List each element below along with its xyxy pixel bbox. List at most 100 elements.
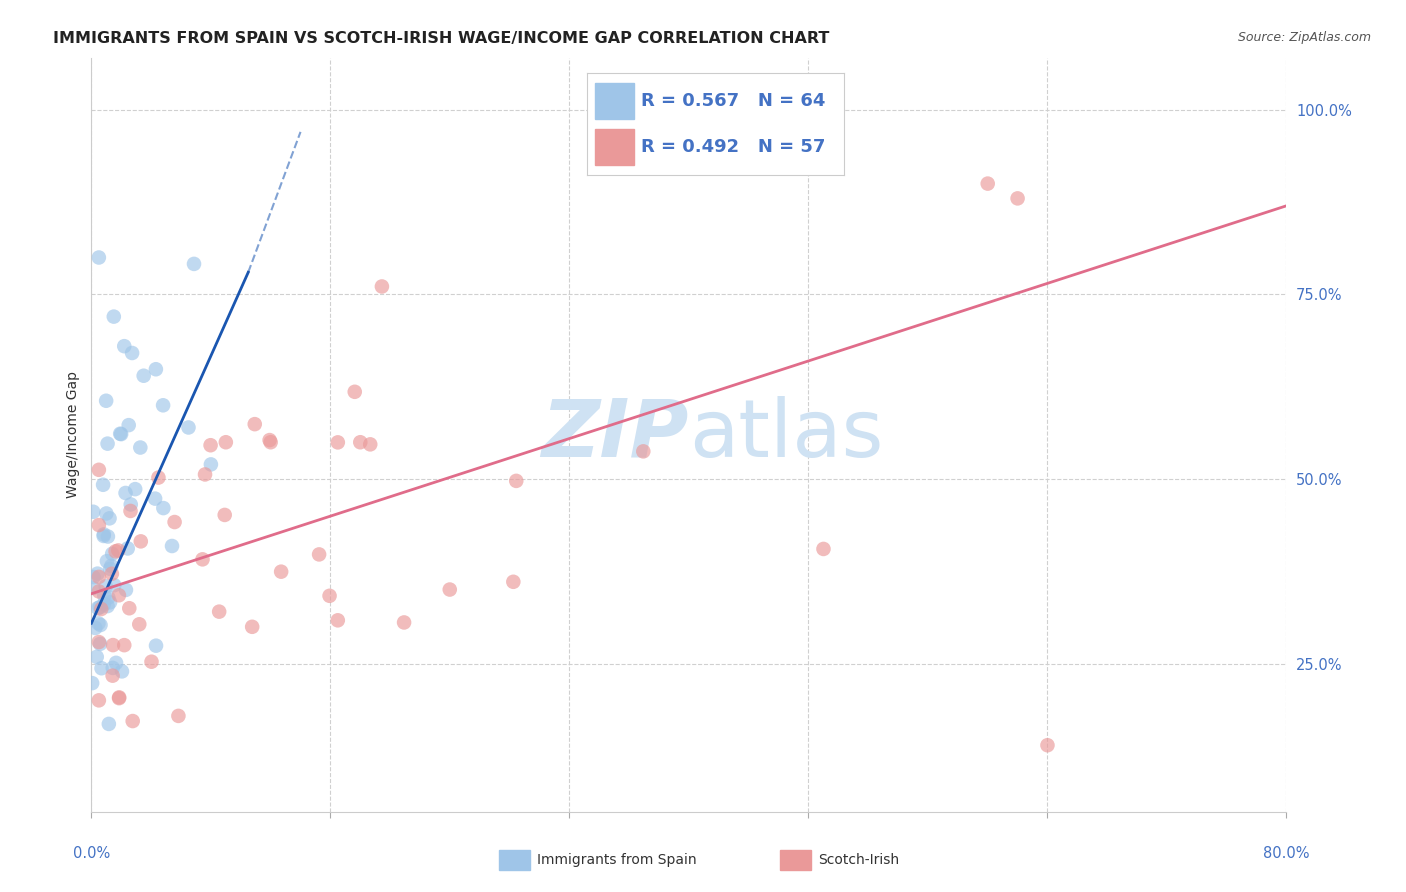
Point: [259, 433, 281, 447]
Point: [108, 690, 131, 705]
Point: [94, 579, 117, 593]
Point: [976, 177, 998, 191]
Point: [97, 436, 120, 450]
Point: [183, 257, 205, 271]
Point: [343, 384, 366, 399]
Point: [633, 444, 655, 458]
Point: [87, 251, 110, 265]
Point: [108, 426, 131, 441]
Point: [97, 717, 120, 731]
Point: [100, 558, 122, 573]
Point: [82, 505, 104, 519]
Point: [152, 501, 174, 516]
Point: [87, 463, 110, 477]
Point: [1007, 191, 1029, 205]
Point: [87, 601, 110, 615]
Point: [93, 529, 115, 543]
Point: [90, 602, 112, 616]
Point: [97, 599, 120, 613]
Point: [114, 486, 136, 500]
Point: [91, 477, 114, 491]
Point: [98, 595, 121, 609]
Text: Immigrants from Spain: Immigrants from Spain: [537, 853, 697, 867]
Text: IMMIGRANTS FROM SPAIN VS SCOTCH-IRISH WAGE/INCOME GAP CORRELATION CHART: IMMIGRANTS FROM SPAIN VS SCOTCH-IRISH WA…: [53, 31, 830, 46]
Point: [105, 656, 128, 670]
Point: [94, 393, 117, 408]
Text: 0.0%: 0.0%: [73, 846, 110, 861]
Point: [101, 638, 124, 652]
Point: [326, 435, 349, 450]
Point: [121, 714, 143, 728]
Point: [87, 584, 110, 599]
Point: [86, 649, 108, 664]
Point: [121, 346, 143, 360]
Point: [194, 467, 217, 482]
Point: [145, 362, 167, 376]
Point: [177, 420, 200, 434]
Point: [90, 618, 112, 632]
Point: [96, 507, 118, 521]
Point: [326, 613, 349, 627]
Point: [108, 588, 131, 602]
Point: [93, 527, 115, 541]
Point: [97, 591, 120, 605]
Point: [118, 418, 141, 433]
Point: [101, 547, 124, 561]
Point: [83, 570, 105, 584]
Point: [208, 605, 231, 619]
Point: [259, 435, 281, 450]
Point: [97, 529, 120, 543]
Point: [813, 541, 835, 556]
Point: [104, 544, 127, 558]
Point: [101, 566, 124, 581]
Point: [98, 511, 121, 525]
Point: [84, 621, 107, 635]
Point: [89, 600, 111, 615]
Point: [118, 601, 141, 615]
Point: [148, 470, 170, 484]
Point: [502, 574, 524, 589]
Point: [129, 534, 152, 549]
Point: [87, 616, 110, 631]
Point: [108, 691, 131, 706]
Point: [87, 518, 110, 533]
Point: [98, 562, 121, 576]
Point: [107, 543, 129, 558]
Point: [93, 598, 115, 612]
Point: [93, 589, 115, 603]
Text: Source: ZipAtlas.com: Source: ZipAtlas.com: [1237, 31, 1371, 45]
Point: [145, 639, 167, 653]
Point: [1036, 738, 1059, 752]
Text: Scotch-Irish: Scotch-Irish: [818, 853, 900, 867]
Point: [117, 541, 139, 556]
Point: [120, 498, 142, 512]
Point: [87, 693, 110, 707]
Point: [112, 638, 135, 652]
Point: [132, 368, 155, 383]
Point: [200, 458, 222, 472]
Point: [191, 552, 214, 566]
Point: [111, 665, 134, 679]
Point: [115, 582, 138, 597]
Point: [141, 655, 163, 669]
Point: [392, 615, 415, 630]
Point: [243, 417, 266, 431]
Point: [240, 620, 263, 634]
Point: [214, 508, 236, 522]
Point: [124, 482, 146, 496]
Point: [505, 474, 527, 488]
Point: [87, 570, 110, 584]
Point: [86, 566, 108, 581]
Text: 80.0%: 80.0%: [1263, 846, 1310, 861]
Point: [152, 398, 174, 412]
Point: [308, 548, 330, 562]
Point: [82, 581, 104, 595]
Y-axis label: Wage/Income Gap: Wage/Income Gap: [66, 371, 80, 499]
Point: [318, 589, 340, 603]
Point: [89, 637, 111, 651]
Point: [96, 554, 118, 568]
Point: [112, 339, 135, 353]
Point: [143, 491, 166, 506]
Point: [359, 437, 381, 451]
Point: [270, 565, 292, 579]
